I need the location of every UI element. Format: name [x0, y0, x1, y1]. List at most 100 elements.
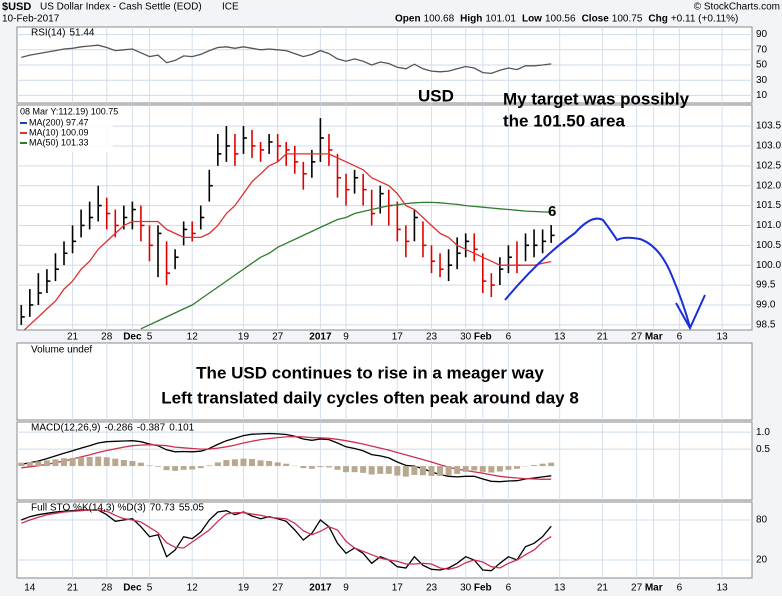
- x-tick-label: 13: [717, 583, 729, 594]
- legend-entry: 0.101: [169, 423, 194, 434]
- quote-label: Close: [582, 14, 610, 25]
- histogram-bar: [326, 466, 332, 467]
- histogram-bar: [112, 459, 118, 466]
- histogram-bar: [121, 460, 127, 466]
- panel: [17, 422, 752, 500]
- x-tick-label: 17: [392, 332, 404, 343]
- histogram-bar: [52, 459, 58, 466]
- histogram-bar: [403, 466, 409, 477]
- histogram-bar: [343, 466, 349, 472]
- quote-value: 100.56: [545, 14, 576, 25]
- x-tick-label: Mar: [645, 332, 663, 343]
- histogram-bar: [35, 461, 41, 466]
- y-tick-label: 30: [756, 75, 768, 86]
- histogram-bar: [275, 462, 281, 466]
- histogram-bar: [258, 460, 264, 466]
- histogram-bar: [335, 466, 341, 470]
- histogram-bar: [27, 462, 33, 466]
- histogram-bar: [44, 460, 50, 466]
- legend-entry: MA(10) 100.09: [29, 127, 89, 137]
- x-tick-label: 9: [343, 332, 349, 343]
- histogram-bar: [18, 463, 24, 466]
- histogram-bar: [223, 460, 229, 466]
- histogram-bar: [377, 466, 383, 474]
- x-tick-label: 28: [101, 583, 113, 594]
- quote-label: Chg: [648, 14, 667, 25]
- x-tick-label: 5: [147, 583, 153, 594]
- panel-title: RSI(14): [31, 28, 65, 39]
- quote-label: High: [460, 14, 482, 25]
- legend-entry: MA(50) 101.33: [29, 137, 89, 147]
- histogram-bar: [215, 462, 221, 466]
- quote-value: +0.11 (+0.11%): [671, 14, 738, 25]
- histogram-bar: [540, 464, 546, 466]
- histogram-bar: [369, 466, 375, 474]
- x-tick-label: 13: [554, 332, 566, 343]
- x-tick-label: 17: [392, 583, 404, 594]
- histogram-bar: [104, 457, 110, 466]
- x-tick-label: 30: [460, 332, 472, 343]
- x-tick-label: Dec: [123, 332, 142, 343]
- histogram-bar: [78, 457, 84, 466]
- x-tick-label: 5: [147, 332, 153, 343]
- annotation: Left translated daily cycles often peak …: [161, 388, 579, 407]
- x-tick-label: 9: [343, 583, 349, 594]
- histogram-bar: [411, 466, 417, 475]
- histogram-bar: [394, 466, 400, 475]
- x-tick-label: 12: [187, 332, 199, 343]
- histogram-bar: [181, 466, 187, 470]
- histogram-bar: [266, 461, 272, 466]
- legend-entry: 55.05: [179, 503, 204, 514]
- x-tick-label: 19: [238, 332, 250, 343]
- x-tick-label: 27: [272, 583, 284, 594]
- y-tick-label: 0.5: [756, 444, 770, 455]
- histogram-bar: [309, 466, 315, 469]
- x-tick-label: 21: [597, 332, 609, 343]
- y-tick-label: 80: [756, 515, 768, 526]
- annotation: 6: [548, 203, 556, 220]
- info-label: 08 Mar Y:112.19) 100.75: [20, 106, 118, 116]
- y-tick-label: 101.0: [756, 220, 781, 231]
- histogram-bar: [471, 466, 477, 470]
- y-tick-label: 70: [756, 44, 768, 55]
- histogram-bar: [360, 466, 366, 473]
- x-tick-label: 23: [426, 332, 438, 343]
- x-tick-label: Feb: [474, 583, 492, 594]
- x-tick-label: 6: [677, 583, 683, 594]
- histogram-bar: [206, 465, 212, 466]
- y-tick-label: 98.5: [756, 319, 776, 330]
- y-tick-label: 1.0: [756, 427, 770, 438]
- x-tick-label: 2017: [309, 583, 332, 594]
- x-tick-label: 6: [677, 332, 683, 343]
- y-tick-label: 100.5: [756, 240, 781, 251]
- y-tick-label: 99.5: [756, 280, 776, 291]
- x-tick-label: 14: [24, 583, 36, 594]
- histogram-bar: [446, 466, 452, 475]
- x-tick-label: 21: [597, 583, 609, 594]
- histogram-bar: [146, 465, 152, 466]
- histogram-bar: [198, 466, 204, 468]
- y-tick-label: 100.0: [756, 260, 781, 271]
- histogram-bar: [531, 465, 537, 466]
- date: 10-Feb-2017: [2, 14, 60, 25]
- histogram-bar: [420, 466, 426, 475]
- histogram-bar: [454, 466, 460, 474]
- histogram-bar: [548, 463, 554, 466]
- y-tick-label: 103.5: [756, 121, 781, 132]
- x-tick-label: 6: [506, 332, 512, 343]
- panel-title: MACD(12,26,9): [31, 423, 100, 434]
- y-tick-label: 10: [756, 90, 768, 101]
- y-tick-label: 90: [756, 29, 768, 40]
- histogram-bar: [138, 463, 144, 466]
- x-tick-label: 21: [67, 583, 79, 594]
- panel-title: Full STO %K(14,3) %D(3): [31, 503, 146, 514]
- x-tick-label: 6: [506, 583, 512, 594]
- histogram-bar: [240, 459, 246, 466]
- quote-label: Low: [522, 14, 542, 25]
- exchange: ICE: [222, 2, 239, 13]
- x-tick-label: 28: [101, 332, 113, 343]
- x-tick-label: 12: [187, 583, 199, 594]
- x-tick-label: 27: [272, 332, 284, 343]
- histogram-bar: [61, 458, 67, 466]
- histogram-bar: [232, 459, 238, 466]
